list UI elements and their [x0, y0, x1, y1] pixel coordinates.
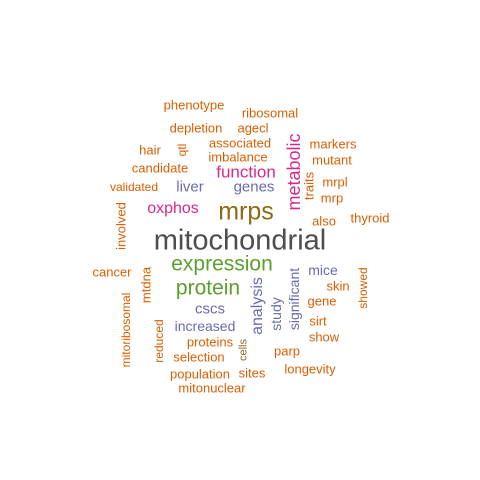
word-mitonuclear: mitonuclear — [178, 380, 246, 396]
word-mrpl: mrpl — [322, 174, 348, 190]
word-population: population — [170, 366, 230, 382]
word-significant: significant — [286, 267, 302, 331]
word-mitoribosomal: mitoribosomal — [119, 292, 133, 368]
word-skin: skin — [326, 278, 350, 294]
word-reduced: reduced — [152, 319, 166, 363]
word-cancer: cancer — [92, 264, 132, 280]
word-validated: validated — [109, 180, 159, 194]
word-agecl: agecl — [237, 120, 269, 136]
word-mtdna: mtdna — [138, 266, 154, 304]
word-liver: liver — [176, 178, 204, 196]
word-traits: traits — [301, 171, 317, 201]
word-sirt: sirt — [309, 313, 327, 329]
word-phenotype: phenotype — [163, 97, 225, 113]
word-genes: genes — [233, 178, 275, 196]
word-mrp: mrp — [320, 190, 344, 206]
word-qtl: qtl — [175, 143, 189, 157]
word-sites: sites — [238, 365, 266, 381]
word-function: function — [216, 162, 276, 182]
word-expression: expression — [171, 252, 273, 276]
word-imbalance: imbalance — [208, 149, 268, 165]
word-associated: associated — [208, 135, 272, 151]
word-depletion: depletion — [169, 120, 223, 136]
word-mrps: mrps — [218, 197, 274, 226]
word-proteins: proteins — [186, 334, 234, 350]
word-ribosomal: ribosomal — [241, 105, 299, 121]
word-cscs: cscs — [195, 300, 225, 318]
word-mice: mice — [308, 262, 338, 278]
word-cells: cells — [237, 338, 250, 362]
word-increased: increased — [174, 318, 236, 334]
word-analysis: analysis — [249, 277, 266, 335]
word-metabolic: metabolic — [284, 133, 304, 211]
word-candidate: candidate — [131, 160, 189, 176]
word-also: also — [312, 213, 336, 229]
word-parp: parp — [273, 343, 301, 359]
word-protein: protein — [175, 276, 241, 300]
word-longevity: longevity — [284, 361, 336, 377]
word-showed: showed — [356, 267, 370, 309]
word-oxphos: oxphos — [147, 200, 199, 217]
word-study: study — [268, 297, 284, 331]
word-selection: selection — [173, 349, 225, 365]
word-markers: markers — [309, 136, 357, 152]
word-thyroid: thyroid — [350, 210, 390, 226]
word-show: show — [308, 329, 340, 345]
word-gene: gene — [307, 293, 337, 309]
word-hair: hair — [139, 142, 161, 158]
word-involved: involved — [113, 202, 129, 250]
word-mitochondrial: mitochondrial — [153, 224, 327, 257]
word-mutant: mutant — [312, 152, 352, 168]
